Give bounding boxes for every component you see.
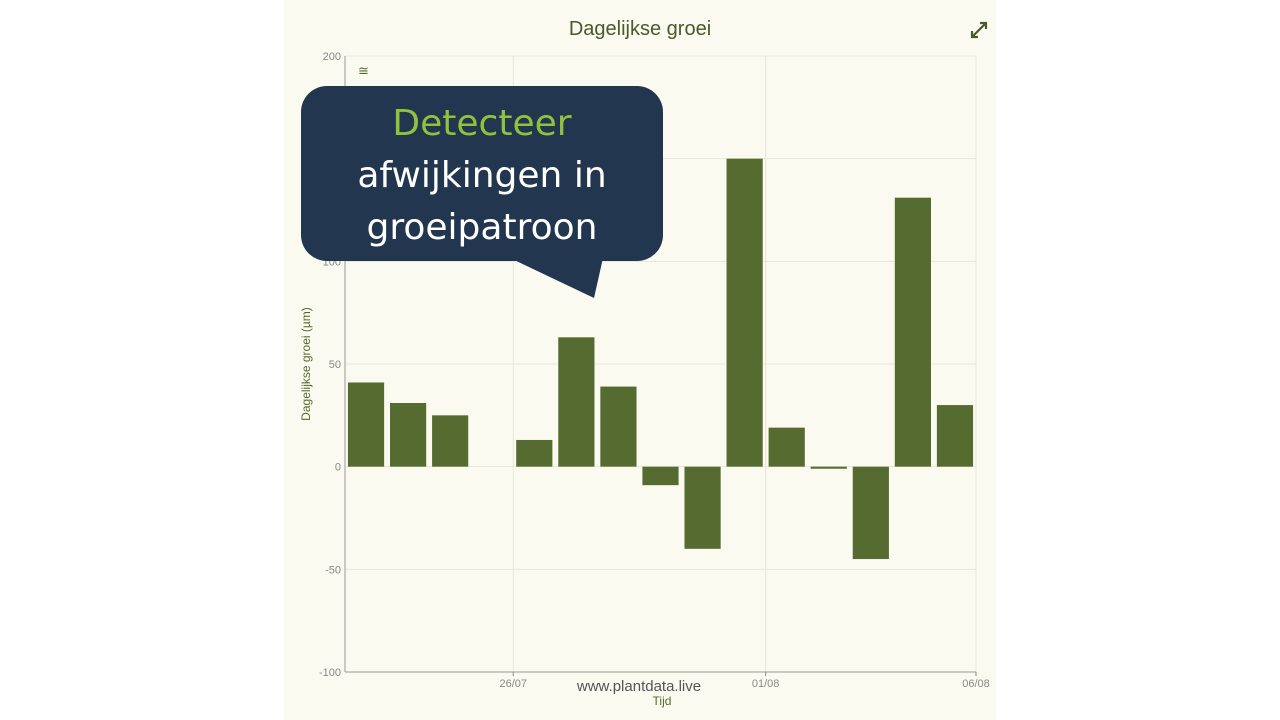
bar	[852, 466, 889, 560]
y-tick-label: 200	[323, 51, 341, 63]
bar	[390, 403, 427, 467]
y-tick-label: -50	[325, 564, 341, 576]
bar	[810, 466, 847, 469]
approx-equal-icon[interactable]: ≅	[358, 64, 369, 79]
bars	[347, 158, 974, 560]
watermark: www.plantdata.live	[576, 678, 702, 695]
y-tick-label: 50	[329, 359, 341, 371]
bar	[894, 197, 931, 467]
bar	[516, 439, 553, 467]
y-tick-label: 0	[335, 462, 341, 474]
x-tick-label: 01/08	[752, 678, 780, 690]
bar	[936, 405, 974, 467]
bar	[684, 466, 721, 549]
x-axis-label: Tijd	[652, 694, 672, 708]
chart-title: Dagelijkse groei	[568, 18, 712, 40]
y-tick-label: -100	[319, 667, 341, 679]
x-tick-labels: 26/07 01/08 06/08	[500, 678, 990, 690]
callout-line: afwijkingen in	[357, 155, 607, 196]
bar	[600, 386, 637, 467]
bar	[726, 158, 763, 467]
callout-highlight: Detecteer	[392, 103, 572, 144]
bar	[347, 382, 385, 467]
bar	[642, 466, 679, 486]
bar	[558, 337, 595, 467]
callout-bubble: Detecteer afwijkingen in groeipatroon	[301, 86, 663, 261]
callout-line: groeipatroon	[366, 207, 598, 248]
bar	[432, 415, 469, 467]
bar	[768, 427, 805, 467]
expand-arrows-icon[interactable]	[970, 21, 988, 39]
x-tick-label: 26/07	[500, 678, 528, 690]
x-tick-label: 06/08	[962, 678, 990, 690]
